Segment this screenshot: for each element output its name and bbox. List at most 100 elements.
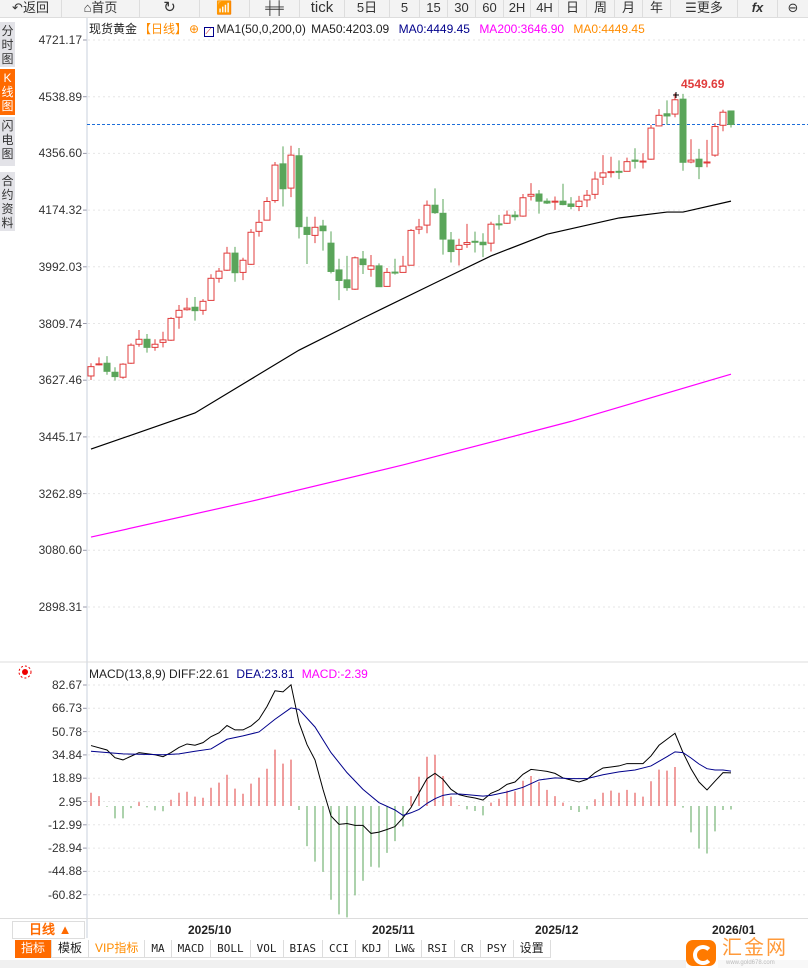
indicator-tab[interactable]: VIP指标 [89, 940, 146, 958]
indicator-tab[interactable]: LW& [389, 940, 422, 958]
candle-body [287, 154, 295, 189]
indicator-tab[interactable]: CCI [323, 940, 356, 958]
candle [543, 198, 551, 204]
candle [367, 254, 375, 277]
indicator-tab[interactable]: CR [455, 940, 481, 958]
period-60min[interactable]: 60 [476, 0, 504, 18]
tick-button[interactable]: tick [300, 0, 345, 18]
candle-body [415, 226, 423, 230]
candle-body [447, 239, 455, 253]
zoom-out-button[interactable]: ⊖ [778, 0, 808, 18]
candlestick-icon: ╪╪ [265, 0, 284, 15]
candle [687, 139, 695, 164]
candle-body [519, 197, 527, 217]
candle [263, 197, 271, 221]
indicator-tab[interactable]: 模板 [52, 940, 90, 958]
candle-body [303, 226, 311, 235]
candle-body [207, 277, 215, 301]
sidebar-item-timeshare[interactable]: 分时图 [0, 22, 15, 68]
candle-body [623, 161, 631, 172]
indicator-tab[interactable]: PSY [481, 940, 514, 958]
indicator-tab[interactable]: 设置 [514, 940, 551, 958]
candle-body [503, 214, 511, 224]
dea-value: DEA:23.81 [236, 667, 295, 681]
back-arrow-icon: ↶ [12, 0, 23, 15]
indicator-tab[interactable]: MA [145, 940, 172, 958]
horizontal-scrollbar[interactable] [0, 960, 808, 968]
indicator-tab[interactable]: BIAS [284, 940, 323, 958]
candle-body [487, 223, 495, 244]
period-5min[interactable]: 5 [390, 0, 420, 18]
candle [383, 268, 391, 287]
candle [415, 218, 423, 235]
candle-body [391, 271, 399, 274]
ma200-value: MA200:3646.90 [479, 22, 565, 36]
ma-indicator-icon[interactable]: ⟋ [204, 27, 215, 37]
price-tick-label: 4721.17 [38, 33, 82, 47]
add-indicator-icon[interactable]: ⊕ [189, 22, 200, 36]
candle [175, 305, 183, 329]
indicator-tab[interactable]: KDJ [356, 940, 389, 958]
candle-body [423, 204, 431, 226]
back-button[interactable]: ↶返回 [0, 0, 62, 18]
indicator-chart-button[interactable]: 📶 [200, 0, 250, 18]
indicator-tab[interactable]: BOLL [211, 940, 251, 958]
candle [511, 211, 519, 221]
high-price-label: 4549.69 [681, 77, 725, 91]
candle-body [119, 363, 127, 378]
indicator-tab[interactable]: RSI [422, 940, 455, 958]
candle-body [647, 127, 655, 160]
date-label: 2025/12 [535, 923, 579, 937]
sidebar-item-kline[interactable]: K线图 [0, 69, 15, 116]
macd-settings-icon[interactable] [18, 665, 32, 679]
candlestick-button[interactable]: ╪╪ [250, 0, 300, 18]
macd-tick-label: -28.94 [47, 841, 82, 856]
period-year[interactable]: 年 [643, 0, 671, 18]
more-button[interactable]: ☰更多 [671, 0, 738, 18]
home-icon: ⌂ [83, 0, 92, 15]
candle-body [191, 306, 199, 312]
period-selector[interactable]: 日线 ▲ [12, 921, 85, 939]
logo-icon [686, 940, 716, 966]
formula-button[interactable]: fx [738, 0, 778, 18]
candle-body [631, 159, 639, 162]
indicator-tab[interactable]: MACD [172, 940, 212, 958]
candle-body [311, 226, 319, 236]
period-week[interactable]: 周 [587, 0, 615, 18]
candle [119, 363, 127, 379]
candle-body [127, 344, 135, 364]
period-4h[interactable]: 4H [531, 0, 559, 18]
diff-line [90, 683, 732, 834]
refresh-button[interactable]: ↻ [140, 0, 200, 18]
period-month[interactable]: 月 [615, 0, 643, 18]
price-tick-label: 4174.32 [38, 203, 82, 218]
period-day[interactable]: 日 [559, 0, 587, 18]
candle [727, 110, 735, 128]
ma-params[interactable]: MA1(50,0,200,0) [216, 22, 306, 36]
candle [255, 209, 263, 237]
macd-params[interactable]: MACD(13,8,9) [89, 667, 166, 681]
indicator-tab[interactable]: 指标 [15, 940, 53, 958]
candle [679, 93, 687, 171]
period-2h[interactable]: 2H [504, 0, 531, 18]
home-button[interactable]: ⌂首页 [62, 0, 140, 18]
candle-body [439, 212, 447, 240]
candle [503, 210, 511, 224]
candle-body [159, 339, 167, 343]
sidebar-item-flash[interactable]: 闪电图 [0, 117, 15, 167]
candle-body [295, 155, 303, 228]
candle [479, 233, 487, 258]
macd-tick-label: 82.67 [51, 678, 82, 692]
candle [655, 109, 663, 127]
candle-body [679, 98, 687, 163]
candle [567, 197, 575, 210]
indicator-tab[interactable]: VOL [251, 940, 284, 958]
candle-body [143, 338, 151, 348]
sidebar-item-contract-info[interactable]: 合约资料 [0, 172, 15, 232]
period-30min[interactable]: 30 [448, 0, 476, 18]
period-15min[interactable]: 15 [420, 0, 448, 18]
period-5day[interactable]: 5日 [345, 0, 390, 18]
candle [559, 183, 567, 206]
candle-body [615, 170, 623, 173]
